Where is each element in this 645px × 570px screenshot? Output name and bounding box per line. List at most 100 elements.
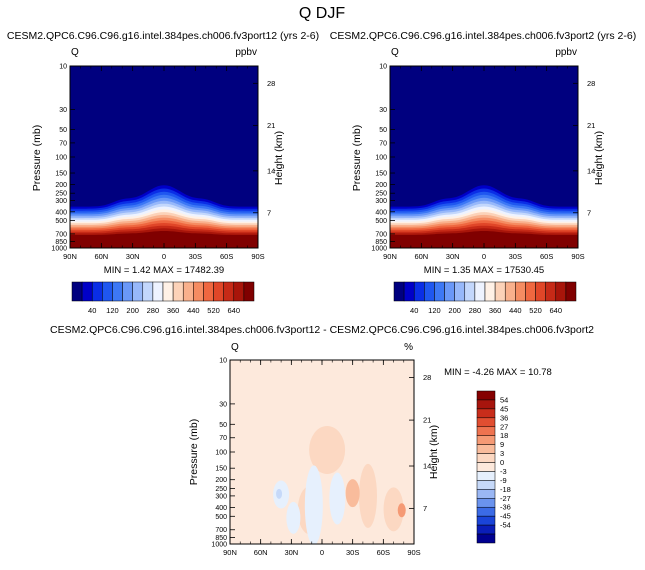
diff-ylabel: Pressure (mb) (188, 419, 200, 486)
right-y2tick-label: 14 (587, 166, 595, 175)
right-colorbar-box (504, 281, 516, 302)
left-ytick-label: 150 (55, 171, 67, 178)
right-xtick-label: 30N (446, 252, 460, 261)
left-xtick-label: 0 (162, 252, 166, 261)
diff-ytick-label: 1000 (211, 542, 227, 549)
right-ytick-label: 10 (379, 64, 387, 71)
diff-negative-region (304, 465, 323, 544)
diff-ytick-label: 100 (215, 450, 227, 457)
right-chart-title: CESM2.QPC6.C96.C96.g16.intel.384pes.ch00… (330, 30, 636, 42)
right-ytick-label: 70 (379, 140, 387, 147)
diff-colorbar-box (476, 399, 496, 410)
left-colorbar-box (102, 281, 113, 302)
diff-ytick-label: 250 (215, 486, 227, 493)
right-ytick-label: 300 (375, 198, 387, 205)
diff-colorbar-box (476, 506, 496, 517)
right-colorbar-label: 360 (489, 306, 502, 315)
diff-colorbar-label: 54 (500, 395, 508, 404)
right-ytick-label: 200 (375, 182, 387, 189)
diff-y2tick-label: 28 (423, 373, 431, 382)
right-ytick-label: 500 (375, 218, 387, 225)
right-colorbar-box (494, 281, 506, 302)
left-ytick-label: 850 (55, 239, 67, 246)
left-ytick-label: 100 (55, 155, 67, 162)
right-colorbar-box (393, 281, 405, 302)
left-ytick-label: 400 (55, 209, 67, 216)
diff-colorbar-box (476, 515, 496, 526)
diff-ytick-label: 400 (215, 505, 227, 512)
left-field (70, 66, 258, 248)
left-colorbar-box (142, 281, 154, 302)
left-xtick-label: 30N (126, 252, 140, 261)
right-y2tick-label: 21 (587, 121, 595, 130)
left-colorbar-label: 520 (207, 306, 220, 315)
left-colorbar-box (81, 281, 93, 302)
left-colorbar-box (233, 281, 245, 302)
diff-ytick-label: 700 (215, 527, 227, 534)
right-colorbar-box (403, 281, 415, 302)
diff-colorbar-box (476, 498, 496, 508)
right-field (390, 66, 578, 248)
panel-left: CESM2.QPC6.C96.C96.g16.intel.384pes.ch00… (7, 30, 319, 315)
diff-colorbar-box (476, 453, 496, 463)
right-colorbar-box (413, 281, 425, 302)
diff-positive-region (309, 425, 346, 474)
diff-ytick-label: 850 (215, 535, 227, 542)
right-ytick-label: 700 (375, 231, 387, 238)
right-var-label: Q (391, 47, 399, 58)
right-y2tick-label: 7 (587, 208, 591, 217)
diff-xtick-label: 90S (407, 548, 420, 557)
diff-ytick-label: 500 (215, 514, 227, 521)
left-colorbar-label: 440 (187, 306, 200, 315)
left-ytick-label: 50 (59, 127, 67, 134)
right-ytick-label: 1000 (371, 246, 387, 253)
right-xtick-label: 90N (383, 252, 397, 261)
diff-colorbar-label: 18 (500, 431, 508, 440)
right-ytick-label: 50 (379, 127, 387, 134)
left-colorbar-box (213, 281, 224, 302)
left-colorbar-label: 200 (126, 306, 139, 315)
diff-colorbar-box (476, 489, 496, 499)
left-colorbar: 40 120 200 280 360 440 520 640 (71, 281, 255, 315)
right-unit-label: ppbv (555, 47, 577, 58)
right-colorbar-box (464, 281, 476, 302)
right-colorbar-box (535, 281, 546, 302)
diff-colorbar-label: 9 (500, 440, 504, 449)
right-y2label: Height (km) (593, 131, 605, 185)
left-var-label: Q (71, 47, 79, 58)
diff-colorbar-label: 36 (500, 413, 508, 422)
left-ytick-label: 30 (59, 107, 67, 114)
diff-colorbar-label: 45 (500, 404, 508, 413)
diff-xtick-label: 30N (284, 548, 298, 557)
diff-negative-region (286, 501, 301, 534)
left-xtick-label: 90N (63, 252, 77, 261)
left-xtick-label: 60S (220, 252, 233, 261)
diff-xtick-label: 30S (346, 548, 359, 557)
right-y2tick-label: 28 (587, 79, 595, 88)
right-xtick-label: 0 (482, 252, 486, 261)
left-colorbar-box (132, 281, 144, 302)
left-colorbar-label: 360 (167, 306, 180, 315)
diff-field (230, 360, 414, 544)
diff-positive-region (383, 487, 404, 532)
diff-colorbar-box (476, 417, 496, 428)
diff-xtick-label: 60S (377, 548, 390, 557)
diff-colorbar-label: -54 (500, 521, 511, 530)
diff-stats: MIN = -4.26 MAX = 10.78 (444, 367, 552, 378)
right-contour-band (390, 231, 578, 248)
left-y2tick-label: 7 (267, 208, 271, 217)
panel-diff: CESM2.QPC6.C96.C96.g16.intel.384pes.ch00… (50, 324, 594, 557)
left-colorbar-label: 280 (147, 306, 160, 315)
diff-colorbar-box (476, 480, 496, 490)
left-ytick-label: 700 (55, 231, 67, 238)
left-xtick-label: 60N (94, 252, 108, 261)
left-ylabel: Pressure (mb) (31, 125, 43, 192)
diff-xtick-label: 90N (223, 548, 237, 557)
left-ytick-label: 10 (59, 64, 67, 71)
diff-colorbar-box (476, 471, 496, 481)
diff-colorbar-label: -3 (500, 467, 507, 476)
diff-xtick-label: 0 (320, 548, 324, 557)
right-colorbar-label: 440 (509, 306, 522, 315)
